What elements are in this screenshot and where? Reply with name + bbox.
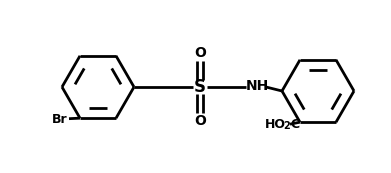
Text: O: O bbox=[194, 114, 206, 128]
Text: Br: Br bbox=[52, 113, 68, 126]
Text: NH: NH bbox=[246, 79, 269, 93]
Text: S: S bbox=[194, 78, 206, 96]
Text: C: C bbox=[291, 118, 300, 131]
Text: 2: 2 bbox=[283, 121, 291, 131]
Text: O: O bbox=[194, 46, 206, 60]
Text: HO: HO bbox=[264, 118, 285, 131]
